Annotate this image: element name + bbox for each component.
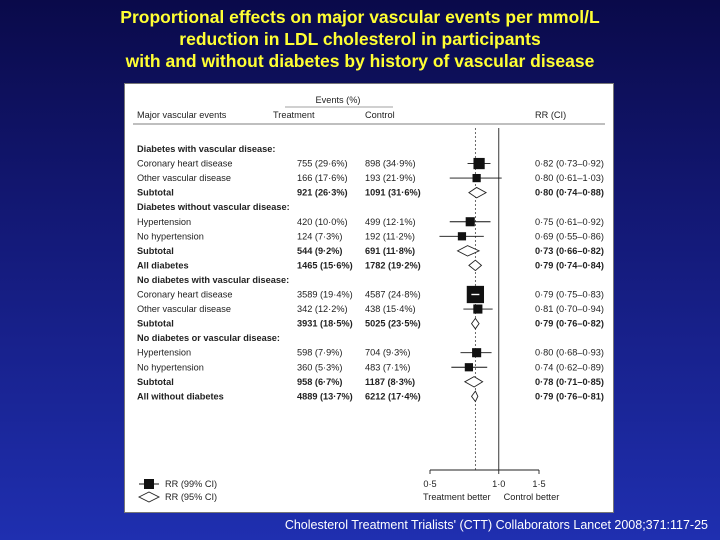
row-label: Subtotal [137,188,174,198]
legend-label-square: RR (99% CI) [165,479,217,489]
row-control: 1187 (8·3%) [365,377,415,387]
row-label: Subtotal [137,246,174,256]
rr-diamond [456,245,481,257]
rr-diamond [463,376,484,388]
citation: Cholesterol Treatment Trialists' (CTT) C… [284,518,708,532]
rr-square [457,232,467,241]
row-rr-text: 0·80 (0·74–0·88) [535,188,604,198]
row-treatment: 3931 (18·5%) [297,319,353,329]
row-control: 193 (21·9%) [365,173,416,183]
x-axis-tick-label: 0·5 [423,479,436,489]
title-line-3: with and without diabetes by history of … [125,51,595,71]
row-label: All without diabetes [137,391,224,401]
row-rr-text: 0·80 (0·68–0·93) [535,348,604,358]
row-control: 5025 (23·5%) [365,319,421,329]
x-axis-right-label: Control better [504,492,560,502]
rr-diamond [470,390,479,403]
row-label: Other vascular disease [137,173,231,183]
row-rr-text: 0·73 (0·66–0·82) [535,246,604,256]
row-label: Hypertension [137,217,191,227]
rr-square [473,304,483,314]
rr-square [472,348,482,358]
header-control: Control [365,110,395,120]
x-axis-tick-label: 1·0 [492,479,505,489]
row-rr-text: 0·82 (0·73–0·92) [535,159,604,169]
row-label: Coronary heart disease [137,290,233,300]
row-treatment: 360 (5·3%) [297,362,342,372]
row-treatment: 124 (7·3%) [297,231,342,241]
row-control: 1091 (31·6%) [365,188,421,198]
row-treatment: 420 (10·0%) [297,217,348,227]
title-line-2: reduction in LDL cholesterol in particip… [179,29,541,49]
row-treatment: 755 (29·6%) [297,159,348,169]
row-control: 483 (7·1%) [365,362,410,372]
row-rr-text: 0·78 (0·71–0·85) [535,377,604,387]
header-rr: RR (CI) [535,110,566,120]
row-label: Diabetes without vascular disease: [137,202,290,212]
row-treatment: 166 (17·6%) [297,173,348,183]
header-label: Major vascular events [137,110,227,120]
rr-square [464,363,474,372]
row-label: Coronary heart disease [137,159,233,169]
row-treatment: 921 (26·3%) [297,188,348,198]
row-rr-text: 0·74 (0·62–0·89) [535,362,604,372]
row-treatment: 598 (7·9%) [297,348,342,358]
legend-square [144,479,154,489]
row-control: 4587 (24·8%) [365,290,421,300]
row-rr-text: 0·75 (0·61–0·92) [535,217,604,227]
row-rr-text: 0·80 (0·61–1·03) [535,173,604,183]
rr-square [472,173,481,183]
row-label: No diabetes or vascular disease: [137,333,280,343]
forest-plot-panel: Events (%) Major vascular events Treatment… [124,83,614,513]
row-treatment: 4889 (13·7%) [297,391,353,401]
row-label: No hypertension [137,231,204,241]
rr-diamond [468,186,488,199]
row-label: All diabetes [137,260,189,270]
row-rr-text: 0·79 (0·74–0·84) [535,260,604,270]
rr-square [465,217,475,227]
x-axis-left-label: Treatment better [423,492,491,502]
legend-diamond [137,491,161,503]
header-treatment: Treatment [273,110,315,120]
row-label: Other vascular disease [137,304,231,314]
header-events-group: Events (%) [316,95,361,105]
row-control: 1782 (19·2%) [365,260,421,270]
row-control: 691 (11·8%) [365,246,415,256]
row-rr-text: 0·79 (0·75–0·83) [535,290,604,300]
row-rr-text: 0·79 (0·76–0·82) [535,319,604,329]
row-control: 192 (11·2%) [365,231,415,241]
row-label: Diabetes with vascular disease: [137,144,275,154]
row-label: Subtotal [137,319,174,329]
row-rr-text: 0·81 (0·70–0·94) [535,304,604,314]
row-control: 898 (34·9%) [365,159,416,169]
rr-diamond [470,317,480,330]
rr-diamond [468,259,483,272]
row-control: 438 (15·4%) [365,304,416,314]
row-rr-text: 0·79 (0·76–0·81) [535,391,604,401]
slide-title: Proportional effects on major vascular e… [0,6,720,72]
row-treatment: 342 (12·2%) [297,304,348,314]
row-control: 6212 (17·4%) [365,391,421,401]
row-treatment: 958 (6·7%) [297,377,342,387]
legend-label-diamond: RR (95% CI) [165,492,217,502]
row-treatment: 3589 (19·4%) [297,290,353,300]
forest-plot: Events (%) Major vascular events Treatment… [133,95,605,503]
row-rr-text: 0·69 (0·55–0·86) [535,231,604,241]
row-control: 499 (12·1%) [365,217,416,227]
row-label: Subtotal [137,377,174,387]
rr-square [473,157,485,170]
row-label: Hypertension [137,348,191,358]
row-treatment: 1465 (15·6%) [297,260,353,270]
row-treatment: 544 (9·2%) [297,246,342,256]
title-line-1: Proportional effects on major vascular e… [120,7,600,27]
row-label: No diabetes with vascular disease: [137,275,289,285]
x-axis-tick-label: 1·5 [532,479,545,489]
row-control: 704 (9·3%) [365,348,410,358]
row-label: No hypertension [137,362,204,372]
